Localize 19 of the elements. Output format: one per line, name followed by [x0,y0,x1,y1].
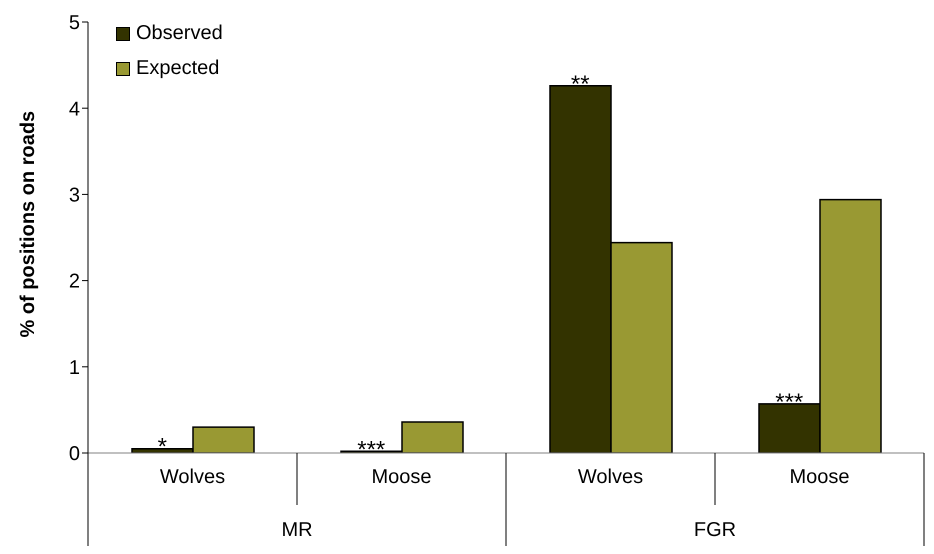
y-tick-label: 4 [68,98,80,120]
annotation: *** [775,388,804,416]
y-axis-title: % of positions on roads [17,110,40,338]
y-tick-label: 0 [68,443,80,466]
x-tick-label: Moose [371,466,432,488]
y-tick-label: 5 [68,12,80,34]
legend-label: Expected [136,57,220,80]
annotation: *** [357,436,386,464]
legend-label: Observed [136,22,223,45]
y-tick-label: 2 [68,270,80,293]
x-tick-label: Wolves [160,466,226,488]
annotation: ** [570,70,590,98]
x-tick-label: Wolves [578,466,644,488]
text: MR [281,519,313,541]
y-tick-label: 1 [68,356,80,379]
annotation: * [158,434,167,461]
text: FGR [694,519,736,541]
y-tick-label: 3 [68,184,80,206]
x-tick-label: Moose [789,466,850,488]
